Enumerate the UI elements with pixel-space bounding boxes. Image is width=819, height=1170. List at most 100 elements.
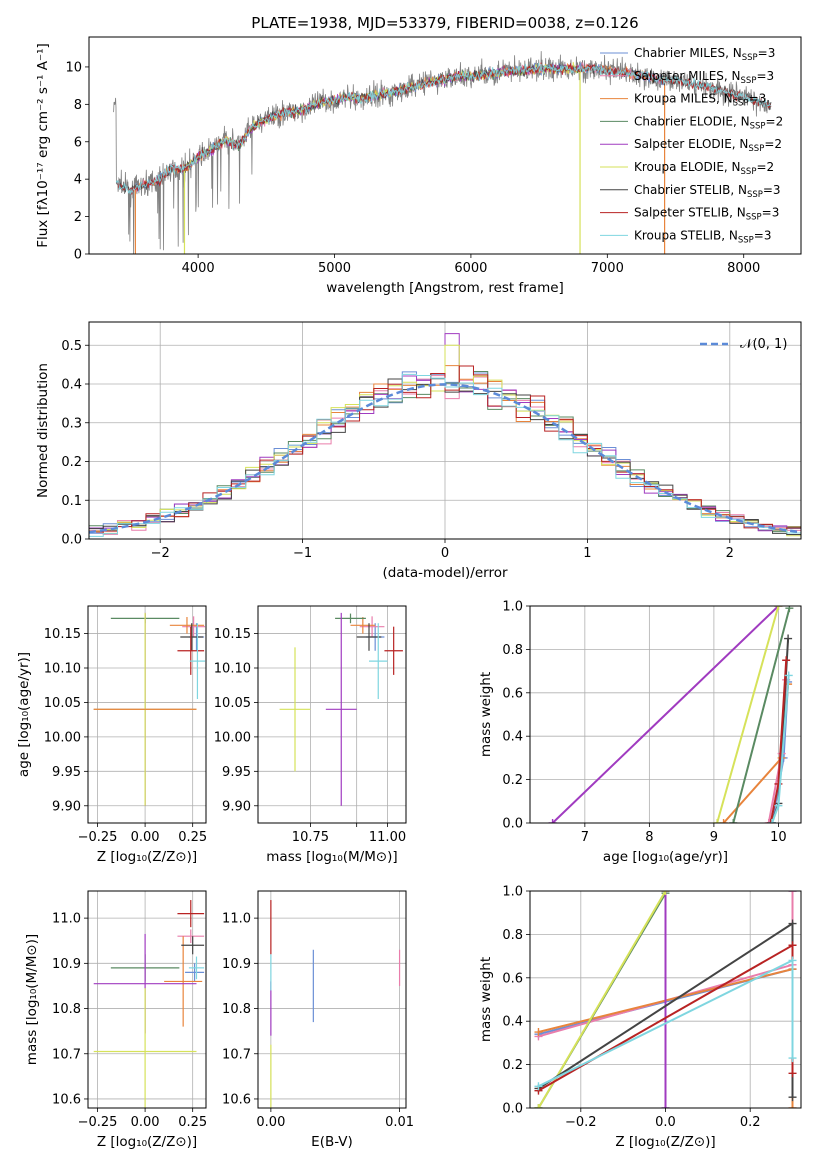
y-tick-label: 0.0 <box>502 817 523 832</box>
spectrum-legend: Chabrier MILES, NSSP=3 Salpeter MILES, NS… <box>600 46 783 245</box>
errorbar-point <box>350 617 376 634</box>
y-tick-label: 0.4 <box>61 378 82 393</box>
errorbar-point <box>177 626 205 675</box>
y-tick-label: 10 <box>65 60 82 75</box>
y-tick-label: 10.7 <box>52 1047 81 1062</box>
errorbar-point <box>279 647 311 772</box>
x-tick-label: −0.2 <box>565 1115 597 1130</box>
model-line <box>184 61 581 172</box>
errorbar-point <box>185 963 205 982</box>
errorbar-point <box>369 623 388 699</box>
x-tick-label: 9 <box>710 830 718 845</box>
model-line <box>134 63 665 190</box>
y-tick-label: 0.8 <box>502 928 523 943</box>
axes-age_vs_mass: 10.75 11.00 9.90 9.95 10.00 10.05 10.10 10.15 ma… <box>214 605 407 865</box>
y-tick-label: 10.8 <box>52 1002 81 1017</box>
y-axis-label: Flux [fλ10⁻¹⁷ erg cm⁻² s⁻¹ A⁻¹] <box>35 43 51 248</box>
plot-area <box>93 900 205 1108</box>
y-tick-label: 0 <box>74 248 82 263</box>
x-axis-label: E(B-V) <box>311 1134 353 1150</box>
x-tick-label: 0 <box>441 546 449 561</box>
legend-label-sub: SSP <box>747 190 763 200</box>
x-tick-label: 0.00 <box>131 1115 160 1130</box>
legend-label-sub: SSP <box>741 76 757 86</box>
legend-label: 𝒩(0, 1) <box>740 337 787 352</box>
y-tick-label: 10.9 <box>222 957 251 972</box>
legend-label-end: =3 <box>749 92 767 106</box>
cumulative-line <box>537 891 667 1108</box>
axes-frame <box>257 890 407 1109</box>
y-tick-label: 10.10 <box>44 662 81 677</box>
y-tick-label: 1.0 <box>502 885 523 900</box>
cumulative-marker <box>788 1104 797 1108</box>
errorbar-point <box>93 988 197 1108</box>
x-axis-label: mass [log₁₀(M/M⊙)] <box>266 849 397 865</box>
legend-label-end: =3 <box>763 183 781 197</box>
errorbar-point <box>188 956 205 980</box>
x-tick-label: 0.25 <box>178 830 207 845</box>
cumulative-marker <box>767 819 776 823</box>
axes-frame <box>87 890 207 1109</box>
legend-label-main: Salpeter STELIB, N <box>634 206 746 220</box>
chart-title: PLATE=1938, MJD=53379, FIBERID=0038, z=0… <box>251 14 638 32</box>
errorbar-point <box>325 612 357 806</box>
x-tick-label: 4000 <box>182 261 215 276</box>
cumulative-marker <box>534 1028 543 1037</box>
x-tick-label: 0.0 <box>655 1115 676 1130</box>
cumulative-marker <box>784 671 793 680</box>
x-tick-label: −2 <box>151 546 170 561</box>
cumulative-marker <box>719 819 728 823</box>
legend-label-end: =2 <box>764 137 782 151</box>
model-line <box>184 63 581 171</box>
errorbar-point <box>335 613 366 624</box>
cumulative-marker <box>774 801 783 810</box>
legend-label-sub: SSP <box>748 144 764 154</box>
y-tick-label: 10.6 <box>222 1092 251 1107</box>
legend-label-end: =2 <box>766 114 784 128</box>
cumulative-marker <box>788 1054 797 1063</box>
y-axis-label: mass weight <box>478 957 494 1042</box>
x-axis-label: Z [log₁₀(Z/Z⊙)] <box>615 1134 715 1150</box>
legend-label-main: Kroupa STELIB, N <box>634 228 738 242</box>
legend-label-sub: SSP <box>746 213 762 223</box>
cumulative-marker <box>729 819 738 823</box>
legend-label-end: =2 <box>756 160 774 174</box>
plot-area <box>89 333 801 539</box>
y-axis-label: mass weight <box>478 672 494 757</box>
legend-label: Salpeter MILES, NSSP=3 <box>634 69 774 86</box>
x-tick-label: 11.00 <box>369 830 406 845</box>
y-tick-label: 0.1 <box>61 494 82 509</box>
axes-frame <box>87 605 207 824</box>
x-axis-label: Z [log₁₀(Z/Z⊙)] <box>97 849 197 865</box>
y-tick-label: 0.2 <box>502 1058 523 1073</box>
x-tick-label: 8 <box>645 830 653 845</box>
cumulative-marker <box>788 1069 797 1078</box>
legend-label-end: =3 <box>754 228 772 242</box>
cumulative-marker <box>784 634 793 643</box>
errorbar-point <box>356 623 382 651</box>
errorbar-point <box>359 616 385 637</box>
y-tick-label: 0.0 <box>61 533 82 548</box>
y-tick-label: 0.4 <box>502 730 523 745</box>
errorbar-point <box>384 626 403 675</box>
y-tick-label: 11.0 <box>52 912 81 927</box>
cumulative-marker <box>788 1093 797 1102</box>
model-line <box>134 61 665 193</box>
legend-label-main: Chabrier STELIB, N <box>634 183 747 197</box>
x-tick-label: 6000 <box>454 261 487 276</box>
legend-label: Chabrier ELODIE, NSSP=2 <box>634 114 783 131</box>
y-axis-label: Normed distribution <box>35 363 51 498</box>
errorbar-point <box>177 929 205 943</box>
y-tick-label: 10.15 <box>214 627 251 642</box>
legend-label: Chabrier MILES, NSSP=3 <box>634 46 775 63</box>
errorbar-point <box>182 616 206 637</box>
y-axis-label: mass [log₁₀(M/M⊙)] <box>24 934 40 1065</box>
y-tick-label: 10.00 <box>44 730 81 745</box>
y-tick-label: 1.0 <box>502 600 523 615</box>
axes-age_vs_Z: −0.25 0.00 0.25 9.90 9.95 10.00 10.05 10.10 10.1… <box>16 605 207 865</box>
cumulative-marker <box>785 606 794 613</box>
legend-label: Salpeter ELODIE, NSSP=2 <box>634 137 782 154</box>
x-tick-label: 0.00 <box>256 1115 285 1130</box>
legend-label-main: Salpeter ELODIE, N <box>634 137 748 151</box>
errorbar-point <box>189 623 206 699</box>
